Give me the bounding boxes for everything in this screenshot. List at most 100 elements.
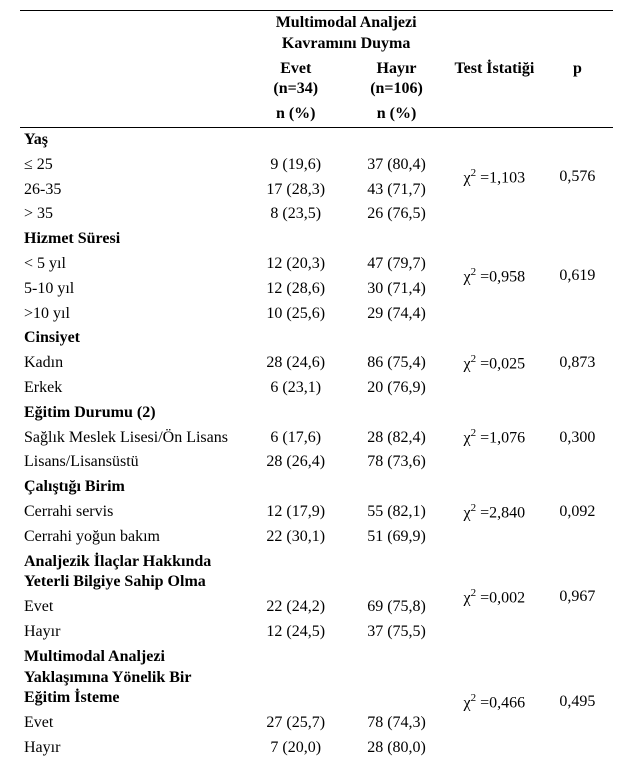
birim-title: Çalıştığı Birim — [20, 475, 245, 500]
hizmet-test-val: =0,958 — [480, 269, 525, 286]
yes-label: Evet — [280, 60, 311, 77]
row-yes: 6 (17,6) — [245, 426, 346, 451]
egitim-title: Eğitim Durumu (2) — [20, 401, 245, 426]
yas-title: Yaş — [20, 127, 245, 152]
row-no: 55 (82,1) — [346, 500, 447, 525]
yes-npct: n (%) — [245, 102, 346, 127]
row-yes: 9 (19,6) — [245, 153, 346, 178]
row-yes: 22 (30,1) — [245, 525, 346, 550]
no-npct: n (%) — [346, 102, 447, 127]
section-title-row: Cinsiyet χ2 =0,025 0,873 — [20, 326, 613, 351]
row-no: 26 (76,5) — [346, 202, 447, 227]
yes-n: (n=34) — [273, 80, 318, 97]
row-no: 28 (82,4) — [346, 426, 447, 451]
row-yes: 6 (23,1) — [245, 376, 346, 401]
row-no: 43 (71,7) — [346, 178, 447, 203]
row-label: Lisans/Lisansüstü — [20, 450, 245, 475]
birim-test-val: =2,840 — [480, 504, 525, 521]
row-no: 30 (71,4) — [346, 277, 447, 302]
row-yes: 22 (24,2) — [245, 595, 346, 620]
cinsiyet-title: Cinsiyet — [20, 326, 245, 351]
egitim-test-val: =1,076 — [480, 430, 525, 447]
stats-table: Multimodal Analjezi Kavramını Duyma Test… — [20, 10, 613, 761]
yas-p: 0,576 — [542, 127, 613, 227]
egitim-p: 0,300 — [542, 401, 613, 475]
row-yes: 17 (28,3) — [245, 178, 346, 203]
analjezik-test: χ2 =0,002 — [447, 550, 542, 645]
row-yes: 7 (20,0) — [245, 736, 346, 761]
row-label: Sağlık Meslek Lisesi/Ön Lisans — [20, 426, 245, 451]
chi-super: 2 — [471, 502, 477, 514]
row-label: Evet — [20, 595, 245, 620]
multimodal-p: 0,495 — [542, 645, 613, 761]
row-label: Cerrahi servis — [20, 500, 245, 525]
row-yes: 12 (17,9) — [245, 500, 346, 525]
section-title-row: Eğitim Durumu (2) χ2 =1,076 0,300 — [20, 401, 613, 426]
section-title-row: Çalıştığı Birim χ2 =2,840 0,092 — [20, 475, 613, 500]
row-label: ≤ 25 — [20, 153, 245, 178]
chi-super: 2 — [471, 692, 477, 704]
analjezik-p: 0,967 — [542, 550, 613, 645]
row-no: 37 (75,5) — [346, 620, 447, 645]
cinsiyet-test-val: =0,025 — [480, 355, 525, 372]
row-yes: 12 (24,5) — [245, 620, 346, 645]
section-title-row: Multimodal Analjezi Yaklaşımına Yönelik … — [20, 645, 613, 711]
row-label: < 5 yıl — [20, 252, 245, 277]
multimodal-test-val: =0,466 — [480, 694, 525, 711]
row-yes: 27 (25,7) — [245, 711, 346, 736]
row-yes: 8 (23,5) — [245, 202, 346, 227]
yas-test-val: =1,103 — [480, 169, 525, 186]
row-no: 51 (69,9) — [346, 525, 447, 550]
birim-test: χ2 =2,840 — [447, 475, 542, 549]
hizmet-title: Hizmet Süresi — [20, 227, 245, 252]
row-label: Hayır — [20, 736, 245, 761]
row-label: > 35 — [20, 202, 245, 227]
row-label: Erkek — [20, 376, 245, 401]
birim-p: 0,092 — [542, 475, 613, 549]
row-no: 47 (79,7) — [346, 252, 447, 277]
chi-symbol: χ — [464, 355, 471, 372]
row-no: 69 (75,8) — [346, 595, 447, 620]
row-yes: 12 (28,6) — [245, 277, 346, 302]
row-label: Kadın — [20, 351, 245, 376]
chi-symbol: χ — [464, 694, 471, 711]
header-row-1: Multimodal Analjezi Kavramını Duyma Test… — [20, 11, 613, 57]
multimodal-test: χ2 =0,466 — [447, 645, 542, 761]
hizmet-p: 0,619 — [542, 227, 613, 326]
row-no: 28 (80,0) — [346, 736, 447, 761]
group-title: Multimodal Analjezi Kavramını Duyma — [245, 11, 447, 57]
row-label: 5-10 yıl — [20, 277, 245, 302]
analjezik-title: Analjezik İlaçlar Hakkında Yeterli Bilgi… — [20, 550, 245, 596]
p-header: p — [542, 11, 613, 128]
row-yes: 12 (20,3) — [245, 252, 346, 277]
multimodal-title: Multimodal Analjezi Yaklaşımına Yönelik … — [20, 645, 245, 711]
row-yes: 28 (26,4) — [245, 450, 346, 475]
row-no: 20 (76,9) — [346, 376, 447, 401]
section-title-row: Analjezik İlaçlar Hakkında Yeterli Bilgi… — [20, 550, 613, 596]
yas-test: χ2 =1,103 — [447, 127, 542, 227]
row-yes: 28 (24,6) — [245, 351, 346, 376]
row-no: 86 (75,4) — [346, 351, 447, 376]
row-label: Hayır — [20, 620, 245, 645]
chi-super: 2 — [471, 587, 477, 599]
chi-super: 2 — [471, 266, 477, 278]
cinsiyet-p: 0,873 — [542, 326, 613, 400]
no-label: Hayır — [377, 60, 417, 77]
chi-symbol: χ — [464, 169, 471, 186]
row-label: Cerrahi yoğun bakım — [20, 525, 245, 550]
section-title-row: Hizmet Süresi χ2 =0,958 0,619 — [20, 227, 613, 252]
row-label: >10 yıl — [20, 302, 245, 327]
chi-super: 2 — [471, 353, 477, 365]
row-yes: 10 (25,6) — [245, 302, 346, 327]
chi-super: 2 — [471, 427, 477, 439]
row-label: 26-35 — [20, 178, 245, 203]
row-no: 78 (73,6) — [346, 450, 447, 475]
egitim-test: χ2 =1,076 — [447, 401, 542, 475]
row-no: 37 (80,4) — [346, 153, 447, 178]
analjezik-test-val: =0,002 — [480, 589, 525, 606]
cinsiyet-test: χ2 =0,025 — [447, 326, 542, 400]
chi-symbol: χ — [464, 269, 471, 286]
no-n: (n=106) — [370, 80, 423, 97]
chi-symbol: χ — [464, 504, 471, 521]
row-no: 78 (74,3) — [346, 711, 447, 736]
